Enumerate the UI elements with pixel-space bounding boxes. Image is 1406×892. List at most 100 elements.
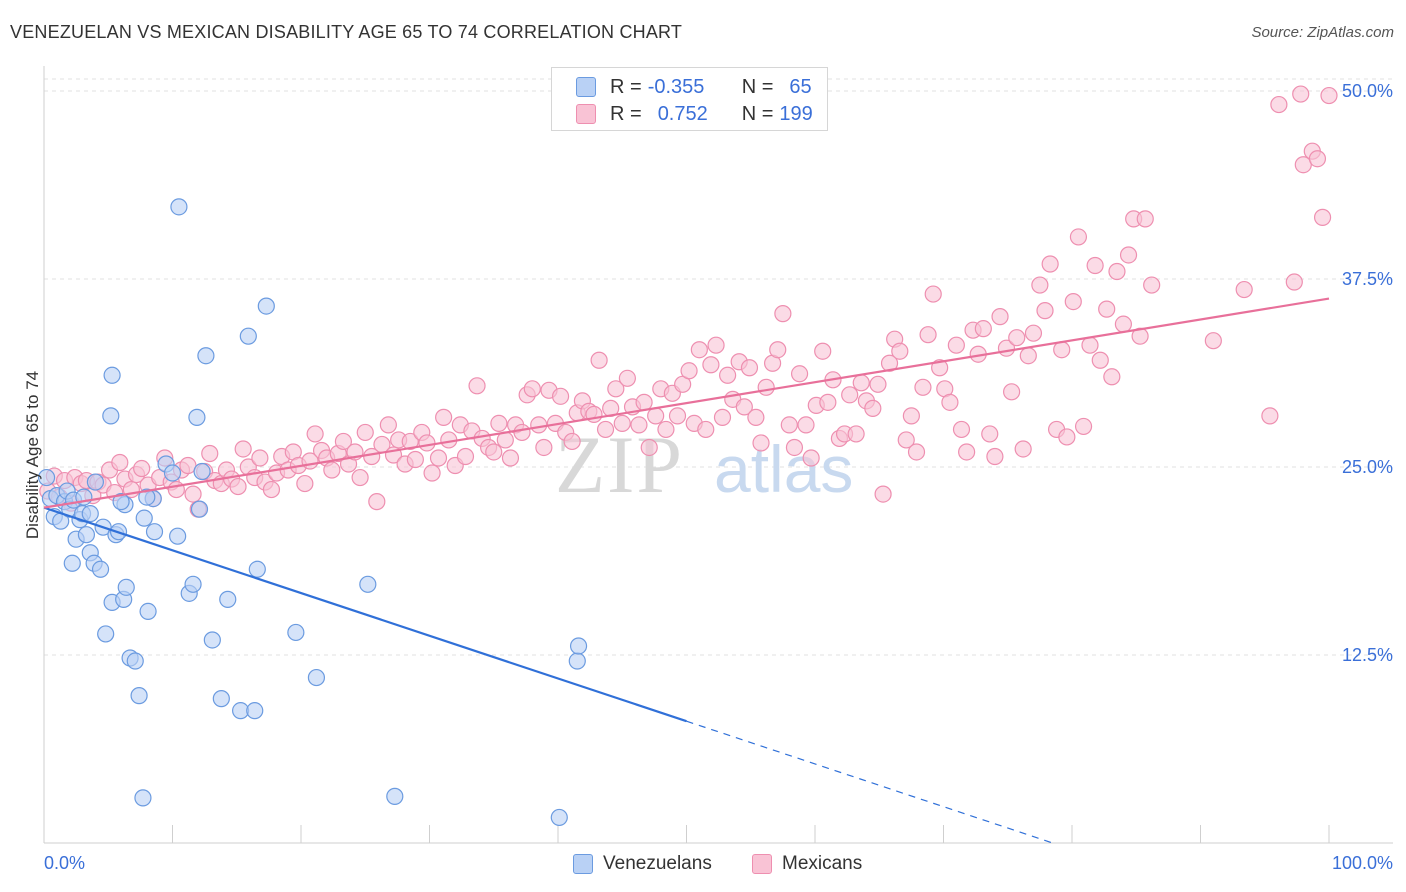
mexican-point [919, 326, 937, 344]
venezuelan-point [169, 527, 187, 545]
mexican-point [1270, 95, 1288, 114]
venezuelan-point [139, 602, 157, 620]
mexican-point [697, 420, 715, 439]
y-axis-label: Disability Age 65 to 74 [23, 371, 42, 539]
mexican-point [501, 449, 520, 467]
mexican-point [1313, 208, 1332, 226]
mexican-point [429, 449, 448, 467]
series-venezuelans [37, 198, 588, 827]
mexican-point [1285, 273, 1303, 291]
mexican-point [797, 416, 815, 434]
mexican-point [1058, 428, 1076, 446]
mexican-point [891, 342, 909, 360]
mexican-point [914, 378, 932, 396]
venezuelan-point [112, 493, 130, 511]
venezuelan-point [130, 687, 148, 705]
venezuelan-point [126, 652, 144, 670]
y-tick-label: 37.5% [1342, 269, 1393, 289]
mexican-point [1081, 336, 1099, 354]
mexican-point [167, 480, 185, 499]
axes [43, 66, 1393, 844]
mexican-point [713, 408, 732, 426]
legend-item-mexicans[interactable]: Mexicans [752, 852, 862, 876]
mexican-point [864, 399, 882, 417]
mexican-point [747, 408, 765, 426]
venezuelan-point [188, 408, 206, 426]
venezuelan-point [37, 468, 56, 487]
venezuelan-point [170, 198, 188, 216]
mexican-point [668, 407, 687, 425]
venezuelan-point [86, 473, 105, 491]
mexican-point [880, 354, 899, 372]
mexican-point [1064, 292, 1082, 311]
venezuelan-point [219, 590, 237, 608]
venezuelan-point [569, 637, 588, 655]
mexican-point [201, 444, 219, 463]
venezuelan-point [91, 560, 110, 578]
mexican-point [418, 434, 436, 452]
mexican-point [874, 485, 892, 503]
mexican-point [931, 359, 949, 377]
venezuelan-point [246, 702, 264, 720]
venezuelan-point [81, 505, 99, 523]
mexican-point [1086, 256, 1104, 275]
mexican-point [1053, 341, 1071, 359]
mexican-point [657, 420, 675, 439]
legend-row-venezuelans: R = -0.355 N = 65 [576, 75, 812, 99]
mexican-point [1098, 300, 1116, 318]
mexican-point [647, 407, 665, 425]
venezuelan-point [184, 575, 202, 593]
mexican-point [1074, 417, 1093, 436]
mexican-point [941, 393, 959, 411]
legend-swatch-venezuelans [573, 854, 593, 874]
mexican-point [680, 362, 698, 380]
series-mexicans [39, 85, 1338, 518]
x-tick-label-min: 0.0% [44, 853, 85, 873]
mexican-point [735, 398, 753, 416]
mexican-point [590, 351, 608, 369]
mexican-point [752, 434, 770, 452]
mexican-point [1108, 262, 1126, 281]
venezuelan-point [212, 690, 230, 708]
mexican-point [513, 423, 531, 442]
venezuelan-point [134, 789, 152, 807]
source-label: Source: ZipAtlas.com [1251, 24, 1394, 41]
legend-item-venezuelans[interactable]: Venezuelans [573, 852, 712, 876]
mexican-point [490, 414, 508, 433]
mexican-point [356, 423, 374, 442]
venezuelan-point [102, 407, 120, 425]
mexican-point [719, 366, 737, 384]
mexican-point [1036, 302, 1054, 320]
mexican-point [847, 425, 865, 443]
mexican-point [111, 453, 129, 472]
legend-r-label: R = [610, 75, 642, 98]
venezuelan-point [138, 488, 156, 506]
venezuelan-point [193, 462, 211, 481]
mexican-point [435, 408, 453, 426]
mexican-trend-line [43, 297, 1330, 509]
mexican-point [802, 449, 820, 467]
mexican-point [785, 438, 804, 457]
mexican-point [790, 365, 809, 383]
mexican-point [1235, 280, 1253, 299]
legend-n-label: N = [741, 75, 774, 98]
venezuelan-point [287, 623, 305, 642]
mexican-point [1261, 407, 1279, 425]
mexican-point [323, 461, 341, 479]
mexican-point [334, 432, 353, 451]
mexican-point [523, 380, 541, 398]
mexican-point [618, 369, 636, 387]
mexican-point [780, 416, 798, 434]
mexican-point [974, 320, 992, 338]
mexican-point [947, 336, 965, 354]
mexican-point [690, 341, 708, 359]
mexican-point [757, 378, 775, 396]
legend-swatch-mexicans [752, 854, 772, 874]
mexican-point [184, 485, 202, 503]
mexican-point [635, 393, 653, 411]
venezuelan-point [117, 578, 135, 596]
mexican-point [1003, 383, 1021, 401]
venezuelan-point [248, 560, 266, 578]
mexican-point [769, 341, 787, 359]
venezuelan-point [257, 297, 275, 315]
